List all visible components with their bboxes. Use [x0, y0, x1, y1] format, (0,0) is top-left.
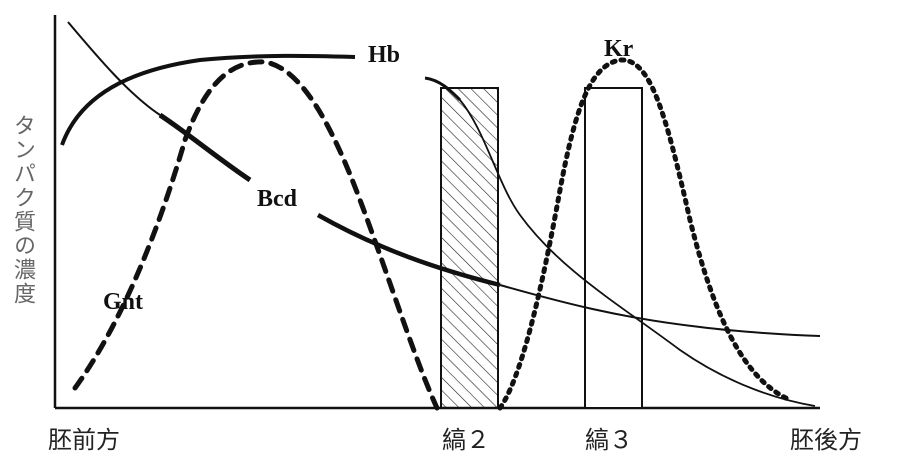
gnt-label: Gnt	[103, 289, 144, 315]
x-axis-posterior-label: 胚後方	[790, 426, 862, 454]
hb-label: Hb	[368, 42, 401, 68]
bcd-curve-thin-tail	[499, 284, 821, 337]
stripe-2-bar	[440, 87, 499, 409]
bcd-curve-bold-a	[158, 112, 252, 183]
y-axis-label: タンパク質の濃度	[10, 114, 35, 306]
stripe-3-label: 縞３	[585, 426, 633, 454]
hb-curve-shoulder	[424, 76, 462, 102]
bcd-curve-bold-b	[316, 213, 501, 288]
stripe-3-bar	[584, 87, 643, 409]
bcd-curve-thin-top	[67, 21, 161, 116]
x-axis-anterior-label: 胚前方	[48, 426, 120, 454]
kr-label: Kr	[604, 36, 634, 62]
stripe-2-label: 縞２	[442, 426, 490, 454]
hb-curve-bold	[60, 53, 356, 146]
bcd-label: Bcd	[257, 186, 298, 212]
hb-curve-thin	[459, 99, 816, 407]
kr-curve	[497, 57, 793, 411]
gnt-curve	[72, 59, 440, 411]
